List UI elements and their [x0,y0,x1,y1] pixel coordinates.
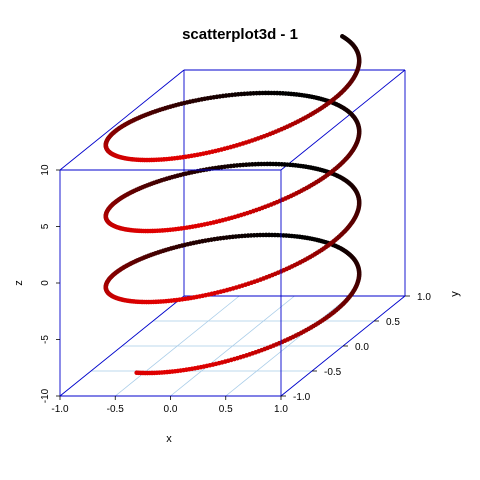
z-tick-label: 0 [40,280,51,286]
x-tick-label: -1.0 [51,404,69,415]
x-tick-label: 0.0 [164,404,178,415]
box-edge [59,295,185,397]
z-tick-label: 10 [40,164,51,176]
box-edge [280,69,406,171]
y-tick-label: 0.5 [386,317,400,328]
y-tick-label: 0.0 [355,342,369,353]
z-tick-label: 5 [40,223,51,229]
x-tick-label: 1.0 [274,404,288,415]
y-tick-label: -1.0 [293,392,311,403]
z-tick-label: -10 [40,388,51,403]
y-tick-label: -0.5 [324,367,342,378]
x-axis-label: x [166,433,172,445]
helix-series [103,34,362,376]
xy-plane-grid [59,295,406,397]
chart-title: scatterplot3d - 1 [182,26,298,43]
data-point [340,34,345,39]
x-tick-label: -0.5 [107,404,125,415]
tick-labels: -1.0 -0.5 0.0 0.5 1.0 -1.0 -0.5 0.0 0.5 1.0 -10 -5 0… [40,164,431,415]
z-axis-label: z [13,280,25,286]
x-tick-label: 0.5 [219,404,233,415]
y-axis-label: y [449,291,461,297]
z-tick-label: -5 [40,335,51,344]
y-tick-label: 1.0 [417,292,431,303]
box-edge [59,69,185,171]
